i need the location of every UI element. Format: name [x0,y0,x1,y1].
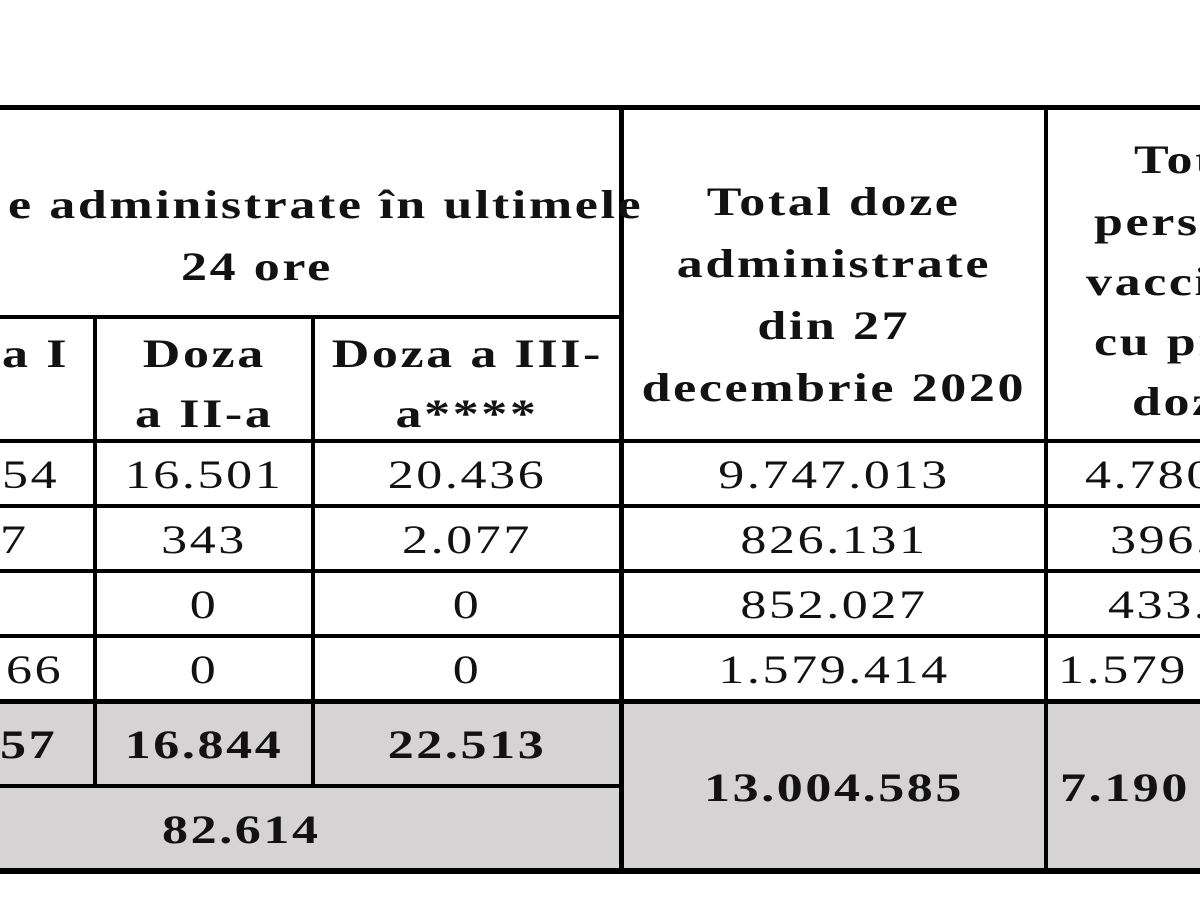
row4-total-doses: 1.579.414 [717,647,950,692]
table-border-top [0,105,1200,110]
subheader-dose3-line1: Doza a III- [331,331,603,376]
grid-line-under-subheader [0,439,1200,443]
header-total-doses: Total doze administrate din 27 decembrie… [622,171,1045,419]
subheader-dose3: Doza a III- a**** [315,324,619,444]
header-24h-line1-text: e administrate în ultimele [8,182,644,227]
subheader-dose1: a I [2,331,70,376]
total-dose2: 16.844 [124,722,284,767]
subheader-dose2-line1: Doza [142,331,266,376]
row4-total-persons: 1.579 [1058,647,1188,692]
grand-total-persons: 7.190 [1060,765,1190,810]
table-border-bottom [0,868,1200,874]
row2-dose3: 2.077 [402,517,532,562]
header-total-doses-line4: decembrie 2020 [641,365,1026,410]
row1-dose1: 54 [2,452,60,497]
header-24h-line1: e administrate în ultimele [8,174,641,236]
total-dose3: 22.513 [387,722,547,767]
header-24h-line2-text: 24 ore [181,244,333,289]
row4-dose3: 0 [452,647,482,692]
row2-total-doses: 826.131 [739,517,928,562]
row1-dose2: 16.501 [124,452,284,497]
header-total-persons-line4: cu pr [1094,319,1200,364]
row2-dose1: 7 [0,517,29,562]
row2-dose2: 343 [161,517,247,562]
row3-total-doses: 852.027 [739,582,928,627]
grid-line-row2 [0,569,1200,573]
grand-total-doses: 13.004.585 [703,765,964,810]
row3-dose2: 0 [189,582,219,627]
row4-dose2: 0 [189,647,219,692]
header-total-persons-line3: vacci [1086,259,1200,304]
header-24h-line2: 24 ore [181,236,330,298]
row1-total-persons: 4.780 [1085,452,1200,497]
grid-line-col2-col3 [311,315,315,788]
row2-total-persons: 396. [1110,517,1200,562]
header-total-persons-line5: doz [1132,379,1200,424]
subheader-dose2-line2: a II-a [134,391,274,436]
total-doses-24h: 82.614 [162,807,321,852]
row4-dose1: 66 [6,647,64,692]
total-dose1: 57 [0,722,58,767]
grid-line-col4-col5 [1044,105,1048,874]
grid-line-row1 [0,504,1200,508]
subheader-dose3-line2: a**** [395,391,539,436]
header-total-doses-line3: din 27 [757,303,910,348]
subheader-dose2: Doza a II-a [97,324,311,444]
grid-line-row3 [0,634,1200,638]
header-total-persons-line1: Tot [1134,137,1200,182]
grid-line-above-totals [0,699,1200,704]
grid-line-col1-col2 [93,315,97,788]
header-total-doses-line1: Total doze [706,179,961,224]
row3-dose3: 0 [452,582,482,627]
header-total-doses-line2: administrate [676,241,991,286]
grid-line-col3-col4 [619,105,624,874]
row3-total-persons: 433. [1108,582,1200,627]
header-total-persons-line2: perso [1094,199,1200,244]
row1-total-doses: 9.747.013 [717,452,950,497]
row1-dose3: 20.436 [387,452,547,497]
